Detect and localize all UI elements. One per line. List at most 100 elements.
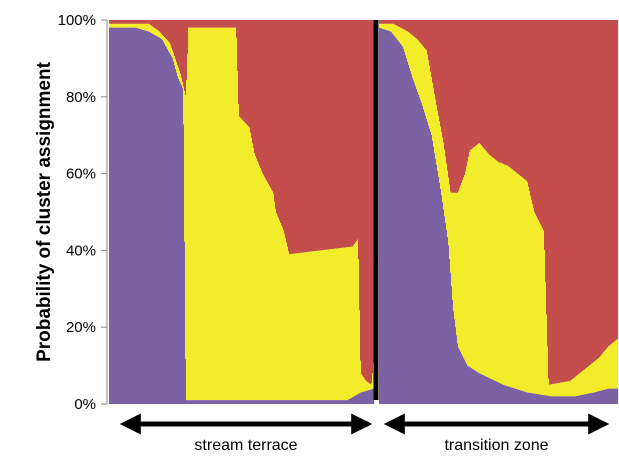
bar-segment-yellow [228, 27, 230, 401]
bar-segment-red [609, 20, 611, 346]
bar-segment-red [319, 20, 321, 251]
bar-segment-red [333, 20, 335, 249]
bar-segment-yellow [206, 27, 208, 401]
bar-segment-red [252, 20, 254, 143]
bar-segment-purple [127, 27, 129, 405]
bar-segment-yellow [459, 188, 461, 350]
bar-segment-purple [468, 366, 470, 404]
bar-segment-red [583, 20, 585, 371]
bar-segment-red [350, 20, 352, 247]
bar-segment-yellow [120, 23, 122, 28]
bar-segment-yellow [616, 339, 618, 389]
bar-segment-yellow [568, 381, 570, 397]
bar-segment-red [553, 20, 555, 384]
bar-segment-red [601, 20, 603, 355]
bar-segment-red [439, 20, 441, 122]
bar-segment-yellow [438, 115, 440, 177]
bar-segment-purple [228, 400, 230, 404]
bar-segment-purple [582, 394, 584, 404]
bar-segment-purple [413, 80, 415, 405]
bar-segment-purple [469, 366, 471, 404]
bar-segment-purple [431, 134, 433, 404]
bar-segment-red [159, 20, 161, 32]
bar-segment-red [320, 20, 322, 251]
bar-segment-red [535, 20, 537, 215]
bar-segment-yellow [310, 251, 312, 401]
bar-segment-yellow [220, 27, 222, 401]
bar-segment-yellow [403, 29, 405, 49]
bar-segment-red [456, 20, 458, 193]
cluster-bars [109, 20, 619, 405]
bar-segment-red [287, 20, 289, 247]
bar-segment-red [191, 20, 193, 28]
bar-segment-purple [111, 27, 113, 405]
bar-segment-red [203, 20, 205, 28]
bar-segment-red [486, 20, 488, 152]
bar-segment-red [546, 20, 548, 315]
bar-segment-purple [294, 400, 296, 404]
bar-segment-yellow [488, 153, 490, 378]
bar-segment-purple [347, 400, 349, 404]
bar-segment-red [223, 20, 225, 28]
bar-segment-purple [355, 395, 357, 404]
bar-segment-red [308, 20, 310, 252]
bar-segment-yellow [391, 23, 393, 33]
bar-segment-yellow [487, 152, 489, 378]
bar-segment-red [530, 20, 532, 196]
bar-segment-purple [415, 86, 417, 404]
bar-segment-red [441, 20, 443, 133]
bar-segment-red [452, 20, 454, 193]
bar-segment-red [339, 20, 341, 249]
bar-segment-red [208, 20, 210, 28]
bar-segment-purple [130, 27, 132, 405]
bar-segment-red [247, 20, 249, 126]
bar-segment-yellow [462, 180, 464, 356]
bar-segment-yellow [515, 171, 517, 389]
bar-segment-purple [212, 400, 214, 404]
bar-segment-purple [149, 31, 151, 405]
bar-segment-purple [537, 394, 539, 404]
bar-segment-yellow [117, 23, 119, 28]
bar-segment-red [365, 20, 367, 381]
bar-segment-purple [385, 29, 387, 404]
bar-segment-purple [494, 380, 496, 404]
bar-segment-red [210, 20, 212, 28]
bar-segment-red [471, 20, 473, 150]
bar-segment-yellow [279, 220, 281, 401]
bar-segment-red [477, 20, 479, 145]
bar-segment-purple [128, 27, 130, 405]
bar-segment-red [129, 20, 131, 24]
bar-segment-purple [544, 395, 546, 404]
bar-segment-yellow [550, 384, 552, 397]
bar-segment-purple [205, 400, 207, 404]
bar-segment-purple [402, 46, 404, 405]
bar-segment-yellow [526, 180, 528, 393]
bar-segment-purple [612, 388, 614, 404]
bar-segment-red [443, 20, 445, 143]
bar-segment-purple [404, 52, 406, 404]
bar-segment-purple [550, 396, 552, 404]
bar-segment-red [182, 20, 184, 83]
bar-segment-purple [408, 64, 410, 405]
bar-segment-purple [560, 396, 562, 404]
bar-segment-yellow [421, 44, 423, 104]
bar-segment-purple [499, 382, 501, 404]
bar-segment-purple [321, 400, 323, 404]
y-axis: 0%20%40%60%80%100% [58, 12, 108, 413]
bar-segment-red [198, 20, 200, 28]
bar-segment-purple [288, 400, 290, 404]
bar-segment-red [310, 20, 312, 252]
bar-segment-yellow [169, 42, 171, 53]
bar-segment-red [522, 20, 524, 178]
bar-segment-yellow [508, 166, 510, 387]
bar-segment-red [580, 20, 582, 373]
bar-segment-red [567, 20, 569, 382]
bar-segment-yellow [148, 23, 150, 32]
bar-segment-yellow [260, 168, 262, 401]
bar-segment-yellow [523, 178, 525, 392]
bar-segment-purple [470, 367, 472, 404]
bar-segment-red [202, 20, 204, 28]
y-tick-label: 0% [74, 396, 96, 413]
bar-segment-yellow [284, 233, 286, 401]
bar-segment-purple [412, 77, 414, 405]
